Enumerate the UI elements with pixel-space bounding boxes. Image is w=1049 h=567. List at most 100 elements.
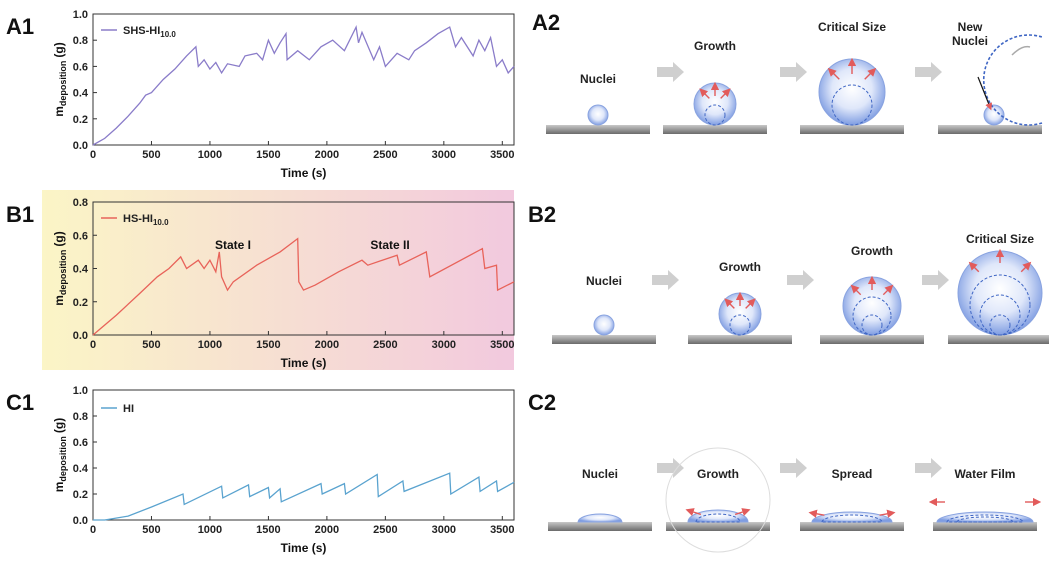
- y-tick-label: 0.8: [73, 411, 88, 423]
- y-tick-label: 0.4: [73, 88, 89, 100]
- substrate: [663, 125, 767, 134]
- legend-name-sub: 10.0: [160, 30, 176, 39]
- y-tick-label: 0.4: [73, 463, 89, 475]
- data-line: [93, 472, 515, 521]
- step-arrow: [780, 458, 807, 478]
- x-tick-label: 500: [142, 149, 160, 161]
- y-tick-label: 0.0: [73, 140, 88, 152]
- x-axis-label: Time (s): [281, 356, 327, 370]
- droplet-outline: [704, 104, 726, 126]
- growth-arrow: [685, 508, 702, 517]
- motion-arc: [1011, 45, 1031, 56]
- y-tick-label: 0.6: [73, 437, 88, 449]
- y-axis-label-main: m: [52, 106, 66, 117]
- growth-arrow: [808, 509, 825, 518]
- droplet-outline: [831, 84, 873, 126]
- step-label: Growth: [694, 39, 736, 53]
- pointer-arrow: [977, 76, 993, 111]
- x-tick-label: 500: [142, 339, 160, 351]
- y-axis-label: mdeposition (g): [52, 231, 68, 306]
- step-label: Water Film: [954, 467, 1016, 481]
- legend-name-sub: 10.0: [153, 218, 169, 227]
- step-arrow: [915, 458, 942, 478]
- y-tick-label: 0.0: [73, 515, 88, 527]
- growth-arrow: [745, 298, 756, 309]
- step-label: New Nuclei: [951, 20, 988, 48]
- substrate: [800, 522, 904, 531]
- growth-arrow: [968, 261, 980, 273]
- droplet-cap: [687, 509, 749, 523]
- x-tick-label: 1500: [256, 524, 280, 536]
- x-tick-label: 3000: [432, 149, 456, 161]
- growth-arrow: [699, 88, 710, 99]
- droplet-cap: [936, 511, 1034, 523]
- y-tick-label: 0.2: [73, 114, 88, 126]
- legend-name: HI: [123, 403, 134, 415]
- x-tick-label: 2500: [373, 524, 397, 536]
- plot-frame: [92, 13, 515, 146]
- droplet-outline: [729, 314, 751, 336]
- step-label: Growth: [697, 467, 739, 481]
- x-tick-label: 2500: [373, 339, 397, 351]
- y-axis-label-sub: deposition: [58, 436, 68, 482]
- x-axis-label: Time (s): [281, 166, 327, 180]
- step-arrow: [652, 270, 679, 290]
- x-axis-label: Time (s): [281, 541, 327, 555]
- x-tick-label: 1000: [198, 339, 222, 351]
- y-axis-label-sub: deposition: [58, 250, 68, 296]
- y-axis-label: mdeposition (g): [52, 42, 68, 117]
- y-axis-label-unit: (g): [52, 42, 66, 57]
- growth-arrow: [827, 67, 840, 80]
- substrate: [948, 335, 1049, 344]
- y-tick-label: 0.0: [73, 330, 88, 342]
- x-tick-label: 2000: [315, 149, 339, 161]
- step-arrow: [922, 270, 949, 290]
- panel-label: A1: [6, 14, 34, 39]
- panel-background: [42, 190, 514, 370]
- droplet-outline: [852, 296, 892, 336]
- growth-arrow: [864, 67, 877, 80]
- y-tick-label: 0.2: [73, 297, 88, 309]
- step-arrow: [657, 458, 684, 478]
- growth-arrow: [882, 284, 894, 296]
- droplet: [983, 104, 1005, 126]
- substrate: [800, 125, 904, 134]
- step-label: Spread: [831, 467, 873, 481]
- step-arrow: [657, 62, 684, 82]
- droplet-cap: [956, 516, 1014, 523]
- y-axis-label-unit: (g): [52, 231, 66, 246]
- x-tick-label: 0: [90, 339, 96, 351]
- step-label: Nuclei: [579, 72, 616, 86]
- droplet-outline: [989, 314, 1011, 336]
- plot-frame: [92, 389, 515, 521]
- growth-arrow: [724, 298, 735, 309]
- step-label: Growth: [719, 260, 761, 274]
- step-label: Growth: [851, 244, 893, 258]
- x-tick-label: 500: [142, 524, 160, 536]
- x-tick-label: 3500: [490, 524, 514, 536]
- droplet: [593, 314, 615, 336]
- y-tick-label: 1.0: [73, 385, 88, 397]
- y-tick-label: 0.6: [73, 61, 88, 73]
- x-tick-label: 3000: [432, 339, 456, 351]
- y-tick-label: 0.8: [73, 35, 88, 47]
- substrate: [548, 522, 652, 531]
- y-tick-label: 0.6: [73, 230, 88, 242]
- panel-label: B1: [6, 202, 34, 227]
- x-tick-label: 2500: [373, 149, 397, 161]
- panel-label: A2: [532, 10, 560, 35]
- y-tick-label: 0.8: [73, 197, 88, 209]
- x-tick-label: 1500: [256, 149, 280, 161]
- annotation: State II: [370, 238, 409, 252]
- y-axis-label-main: m: [52, 482, 66, 493]
- step-arrow: [787, 270, 814, 290]
- x-tick-label: 1000: [198, 524, 222, 536]
- data-line: [92, 24, 515, 146]
- droplet-cap: [695, 513, 741, 523]
- y-axis-label: mdeposition (g): [52, 418, 68, 493]
- substrate: [546, 125, 650, 134]
- legend-name: SHS-HI: [123, 25, 160, 37]
- y-axis-label-sub: deposition: [58, 61, 68, 107]
